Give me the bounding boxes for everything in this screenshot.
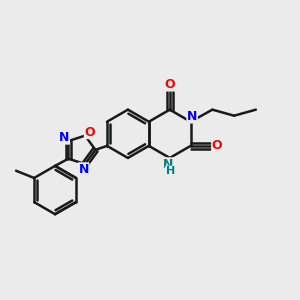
Text: O: O [164, 78, 175, 91]
Text: N: N [59, 131, 69, 144]
Text: N: N [78, 163, 89, 176]
Text: H: H [166, 166, 175, 176]
Text: N: N [187, 110, 197, 123]
Text: O: O [212, 139, 222, 152]
Text: O: O [85, 126, 95, 139]
Text: N: N [163, 158, 173, 171]
